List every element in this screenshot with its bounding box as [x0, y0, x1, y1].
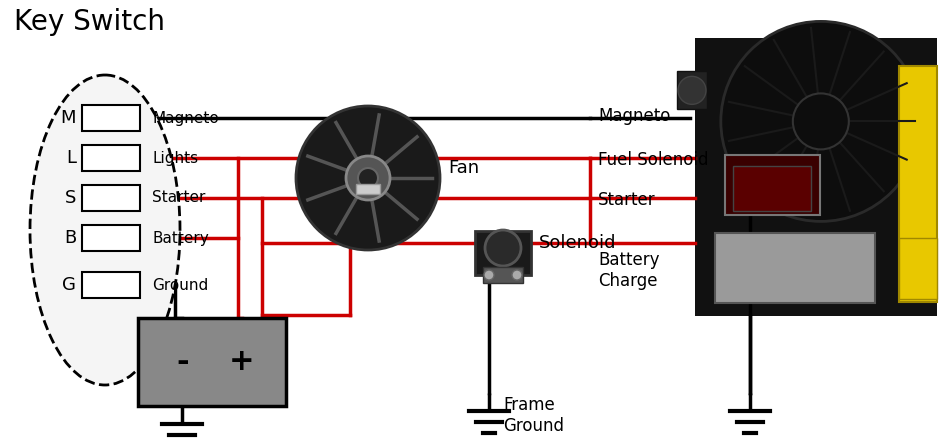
Text: L: L	[66, 149, 76, 167]
Circle shape	[721, 21, 921, 221]
Bar	[725, 155, 820, 215]
Text: -: -	[176, 347, 188, 377]
Circle shape	[793, 93, 849, 149]
Text: B: B	[64, 229, 76, 247]
Text: Magneto: Magneto	[598, 107, 671, 125]
Circle shape	[512, 270, 522, 280]
Bar	[82, 145, 140, 171]
Text: Ground: Ground	[152, 278, 208, 293]
Circle shape	[678, 76, 706, 104]
Text: G: G	[62, 276, 76, 294]
Circle shape	[296, 106, 440, 250]
Bar	[695, 38, 937, 316]
Text: Starter: Starter	[598, 191, 656, 209]
Text: Fan: Fan	[448, 159, 479, 177]
Text: Battery
Charge: Battery Charge	[598, 251, 659, 290]
Bar	[82, 272, 140, 298]
Bar	[138, 318, 286, 406]
Text: Magneto: Magneto	[152, 110, 219, 126]
Text: +: +	[229, 347, 254, 377]
Text: Solenoid: Solenoid	[539, 234, 616, 252]
Bar	[733, 166, 811, 211]
Text: Fuel Solenoid: Fuel Solenoid	[598, 151, 708, 169]
Bar	[899, 238, 937, 299]
Circle shape	[346, 156, 390, 200]
Bar	[475, 231, 531, 275]
Bar	[483, 267, 523, 283]
Text: Frame
Ground: Frame Ground	[503, 396, 564, 435]
Bar	[899, 66, 937, 302]
Circle shape	[358, 168, 378, 188]
Circle shape	[485, 230, 521, 266]
Text: S: S	[65, 189, 76, 207]
Text: Lights: Lights	[152, 151, 198, 166]
Text: Battery: Battery	[152, 230, 209, 246]
Text: Key Switch: Key Switch	[14, 8, 165, 36]
Bar	[82, 225, 140, 251]
Bar	[356, 184, 380, 194]
Circle shape	[484, 270, 494, 280]
Bar	[677, 71, 707, 110]
Bar	[82, 105, 140, 131]
Bar	[82, 185, 140, 211]
Text: M: M	[60, 109, 76, 127]
Ellipse shape	[30, 75, 180, 385]
Text: Starter: Starter	[152, 191, 205, 205]
Bar	[715, 233, 875, 303]
